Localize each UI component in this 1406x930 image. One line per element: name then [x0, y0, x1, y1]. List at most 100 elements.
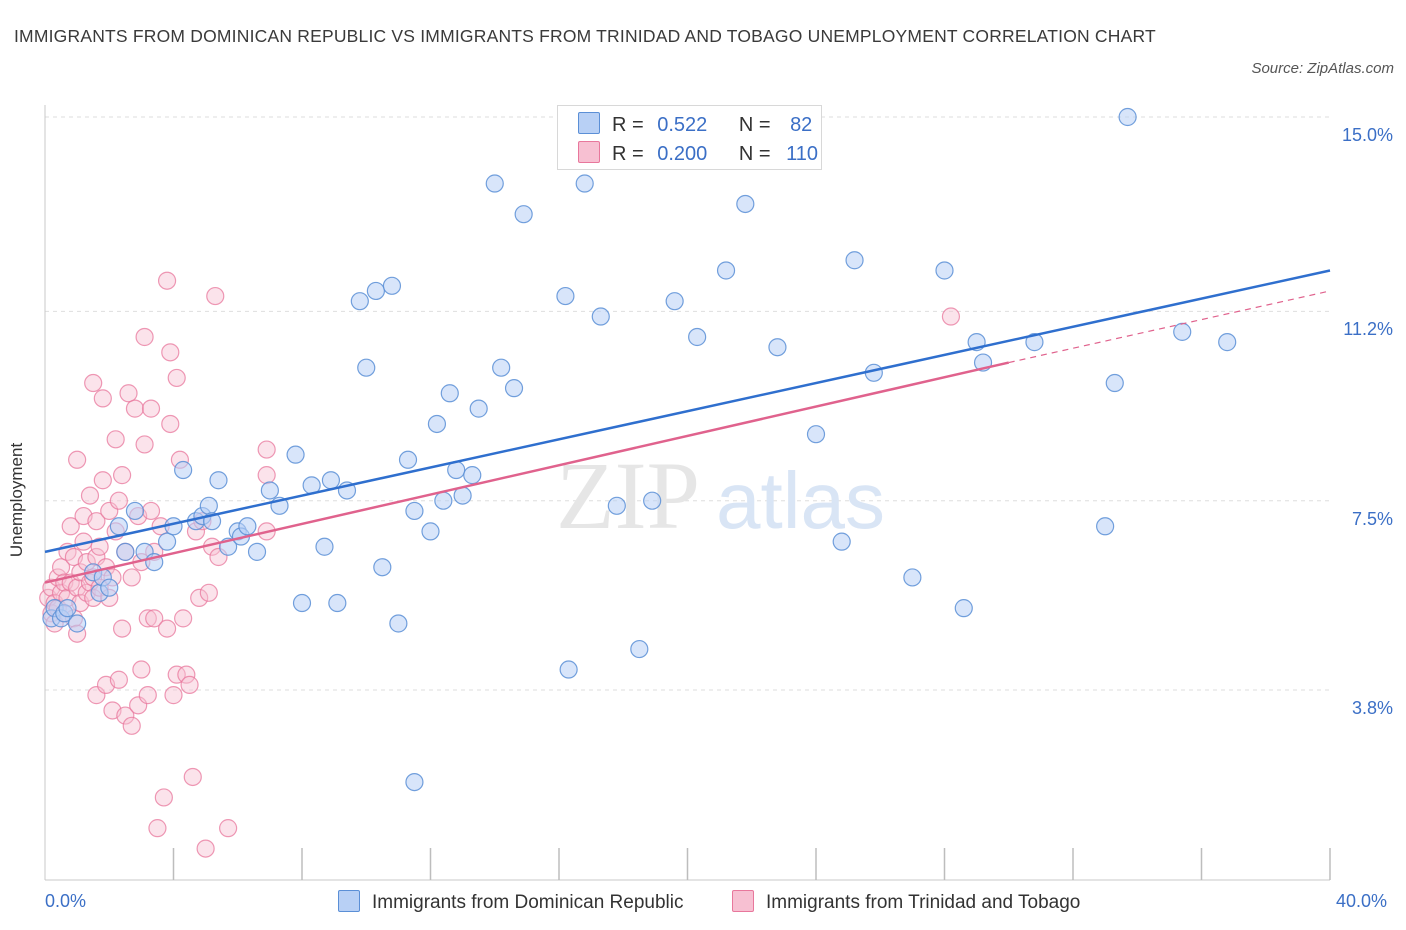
data-point-dominican	[1218, 333, 1237, 352]
data-point-dominican	[440, 384, 459, 403]
data-point-dominican	[247, 542, 267, 561]
y-tick-label: 11.2%	[1343, 319, 1393, 340]
y-tick-label: 3.8%	[1351, 698, 1393, 718]
trend-line-dominican	[44, 269, 1331, 554]
data-point-trinidad	[174, 609, 193, 628]
trend-line-trinidad-extension	[1008, 290, 1331, 364]
legend-n-value: 82	[790, 114, 813, 136]
data-point-trinidad	[135, 435, 154, 454]
data-point-dominican	[68, 614, 87, 633]
data-point-trinidad	[132, 660, 151, 679]
data-point-dominican	[559, 660, 578, 679]
data-point-dominican	[109, 517, 128, 536]
y-axis-label: Unemployment	[7, 442, 26, 558]
data-point-dominican	[575, 174, 594, 193]
data-point-trinidad	[164, 686, 183, 705]
data-point-trinidad	[51, 558, 71, 577]
trend-line-trinidad	[44, 361, 1010, 584]
data-point-dominican	[116, 542, 135, 561]
data-point-dominican	[366, 281, 385, 301]
data-point-dominican	[350, 292, 369, 311]
data-point-trinidad	[119, 384, 138, 403]
y-tick-label: 15.0%	[1341, 125, 1393, 145]
source-note: Source: ZipAtlas.com	[1251, 60, 1394, 77]
axes	[44, 105, 1331, 881]
bottom-legend-label: Immigrants from Dominican Republic	[372, 892, 684, 913]
legend-r-label: R =	[612, 143, 644, 165]
data-point-dominican	[1118, 107, 1137, 127]
data-point-dominican	[405, 501, 424, 521]
data-point-trinidad	[157, 271, 177, 290]
data-point-dominican	[398, 450, 418, 469]
data-point-trinidad	[93, 389, 112, 408]
data-point-dominican	[469, 399, 488, 418]
legend-n-label: N =	[738, 114, 771, 136]
data-point-dominican	[643, 491, 662, 510]
data-point-dominican	[100, 578, 119, 597]
data-point-dominican	[328, 593, 347, 613]
legend-row-trinidad: R = 0.200 N = 110	[578, 141, 818, 167]
legend-swatch-pink	[578, 141, 600, 163]
data-point-trinidad	[80, 486, 100, 505]
data-point-dominican	[514, 205, 533, 224]
data-point-trinidad	[141, 501, 161, 521]
data-point-dominican	[688, 327, 707, 347]
data-point-trinidad	[93, 471, 112, 490]
data-point-trinidad	[257, 440, 276, 459]
data-point-dominican	[768, 338, 787, 357]
data-point-dominican	[665, 292, 684, 311]
data-point-trinidad	[61, 517, 80, 536]
data-point-dominican	[405, 772, 424, 792]
data-point-trinidad	[145, 609, 164, 628]
data-point-trinidad	[161, 343, 180, 362]
data-point-dominican	[556, 286, 575, 306]
watermark-zip: ZIP	[556, 442, 700, 549]
data-point-dominican	[591, 307, 610, 326]
data-point-dominican	[292, 593, 312, 613]
data-point-dominican	[716, 261, 736, 280]
watermark-atlas: atlas	[716, 456, 885, 545]
data-point-trinidad	[141, 399, 161, 418]
data-point-dominican	[806, 425, 826, 444]
y-tick-label: 7.5%	[1351, 508, 1393, 529]
data-point-trinidad	[190, 588, 209, 608]
data-point-trinidad	[167, 665, 186, 684]
data-point-dominican	[157, 532, 177, 551]
grid	[45, 116, 1330, 691]
data-point-dominican	[954, 599, 973, 618]
data-point-trinidad	[122, 568, 141, 587]
data-point-trinidad	[206, 286, 225, 306]
bottom-legend-swatch-pink	[732, 890, 754, 912]
data-point-trinidad	[112, 619, 132, 638]
data-point-dominican	[58, 599, 77, 618]
data-point-trinidad	[90, 537, 109, 556]
trend-lines	[44, 269, 1331, 584]
data-point-trinidad	[109, 670, 128, 689]
data-point-dominican	[504, 379, 524, 398]
chart-title: IMMIGRANTS FROM DOMINICAN REPUBLIC VS IM…	[14, 26, 1156, 46]
data-point-trinidad	[941, 307, 961, 326]
data-point-dominican	[832, 532, 851, 551]
data-point-trinidad	[125, 399, 145, 418]
data-point-dominican	[492, 358, 511, 377]
watermark: ZIP atlas	[556, 442, 885, 549]
data-point-trinidad	[157, 619, 177, 638]
data-point-dominican	[382, 276, 402, 295]
legend-n-value: 110	[786, 143, 818, 165]
data-point-dominican	[1096, 517, 1115, 536]
data-point-trinidad	[177, 665, 196, 684]
data-point-trinidad	[116, 706, 135, 725]
data-point-dominican	[903, 568, 922, 587]
data-point-trinidad	[138, 609, 157, 628]
data-point-dominican	[321, 471, 341, 490]
data-point-dominican	[463, 466, 482, 485]
bottom-legend-trinidad: Immigrants from Trinidad and Tobago	[732, 890, 1080, 914]
data-point-dominican	[607, 496, 626, 515]
x-tick-label-max: 40.0%	[1336, 891, 1388, 911]
data-point-trinidad	[161, 414, 180, 434]
stats-legend: R = 0.522 N = 82 R = 0.200 N = 110	[557, 105, 822, 170]
data-point-dominican	[434, 491, 453, 510]
data-point-dominican	[935, 261, 954, 280]
data-point-dominican	[736, 194, 755, 214]
data-point-trinidad	[219, 819, 238, 838]
